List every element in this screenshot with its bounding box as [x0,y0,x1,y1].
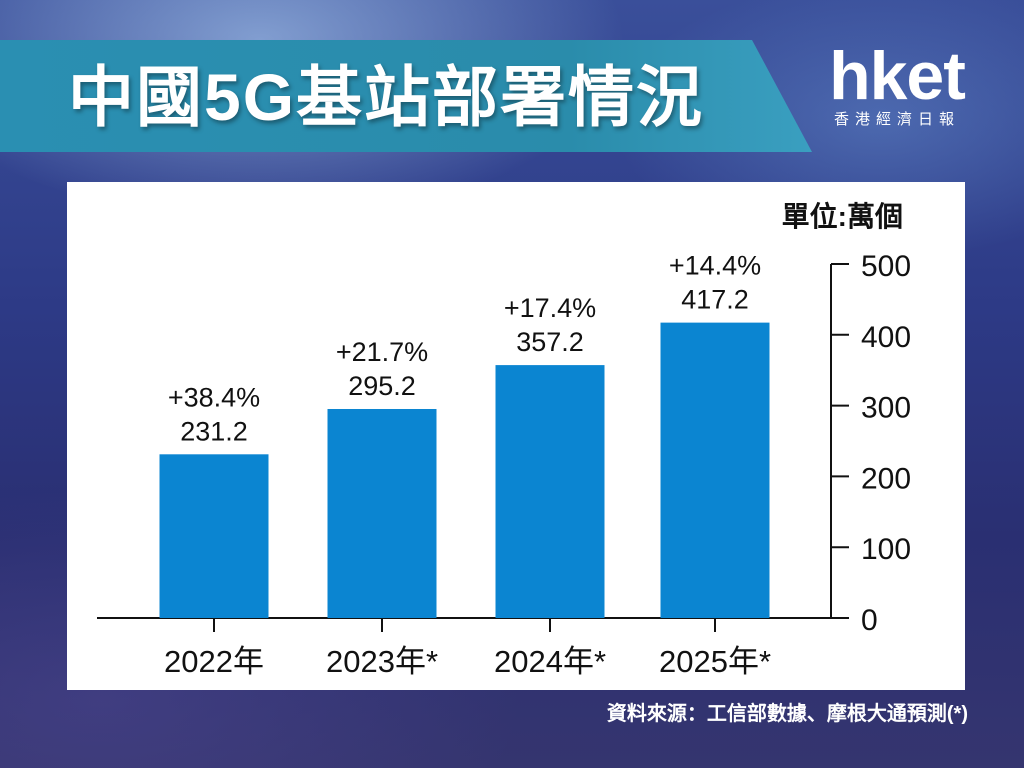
y-tick-label: 200 [861,462,911,495]
data-label: 357.2 [516,327,584,357]
hket-logo: hket 香港經濟日報 [812,40,1012,140]
growth-label: +21.7% [336,337,428,367]
bar [327,408,437,618]
title-band [0,40,812,152]
source-note: 資料來源：工信部數據、摩根大通預測(*) [606,703,968,725]
x-tick-label: 2023年* [326,644,438,679]
x-tick-label: 2024年* [494,644,606,679]
y-tick-label: 300 [861,392,911,425]
bar [495,365,605,618]
unit-label: 單位:萬個 [782,200,903,232]
x-tick-label: 2022年 [164,644,264,679]
bar-chart: 0 100 200 300 400 500 單位:萬個 231.2 +38.4% 2022年 295… [97,200,911,679]
y-tick-label: 400 [861,321,911,354]
bar [660,322,770,618]
growth-label: +17.4% [504,293,596,323]
logo-subtitle: 香港經濟日報 [833,111,960,128]
growth-label: +14.4% [669,251,761,281]
y-tick-label: 0 [861,604,878,637]
data-label: 417.2 [681,285,749,315]
y-tick-label: 100 [861,533,911,566]
page-title: 中國5G基站部署情況 [68,60,705,134]
logo-wordmark: hket [829,38,966,114]
bar [159,454,269,618]
growth-label: +38.4% [168,382,260,412]
chart-panel: 0 100 200 300 400 500 單位:萬個 231.2 +38.4% 2022年 295… [67,182,965,690]
data-label: 231.2 [180,416,248,446]
y-tick-label: 500 [861,250,911,283]
data-label: 295.2 [348,371,416,401]
x-tick-label: 2025年* [659,644,771,679]
